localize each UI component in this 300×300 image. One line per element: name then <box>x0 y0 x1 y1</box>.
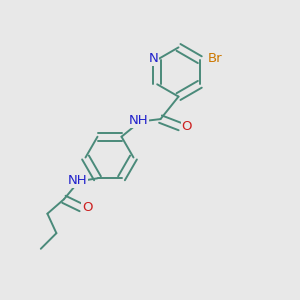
Text: NH: NH <box>129 114 148 127</box>
Text: Br: Br <box>208 52 223 65</box>
Text: N: N <box>149 52 158 65</box>
Text: O: O <box>82 201 93 214</box>
Text: NH: NH <box>68 174 87 187</box>
Text: O: O <box>181 120 192 133</box>
